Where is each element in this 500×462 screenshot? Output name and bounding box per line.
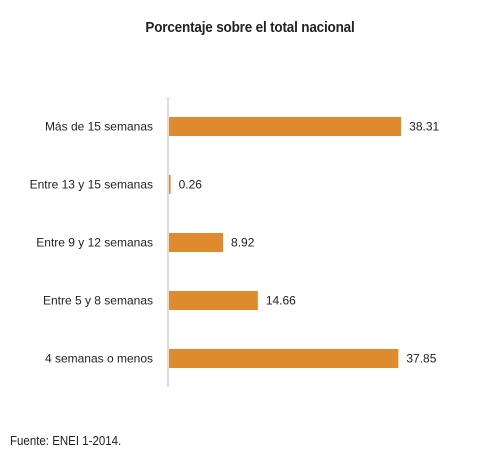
value-label-5: 37.85	[406, 352, 436, 366]
category-label-5: 4 semanas o menos	[45, 352, 153, 366]
source-note: Fuente: ENEI 1-2014.	[10, 434, 122, 448]
value-label-4: 14.66	[266, 294, 296, 308]
bar-4	[169, 291, 258, 310]
value-label-2: 0.26	[179, 178, 203, 192]
bar-5	[169, 349, 399, 368]
value-label-3: 8.92	[231, 236, 255, 250]
chart-title: Porcentaje sobre el total nacional	[145, 19, 355, 36]
category-label-4: Entre 5 y 8 semanas	[43, 294, 153, 308]
value-label-1: 38.31	[409, 120, 439, 134]
bar-3	[169, 233, 224, 252]
category-label-3: Entre 9 y 12 semanas	[36, 236, 153, 250]
category-label-2: Entre 13 y 15 semanas	[30, 178, 153, 192]
bar-1	[169, 117, 402, 136]
bars-group: Más de 15 semanas 38.31 Entre 13 y 15 sema…	[30, 117, 440, 368]
category-label-1: Más de 15 semanas	[45, 120, 153, 134]
bar-2	[169, 175, 171, 194]
